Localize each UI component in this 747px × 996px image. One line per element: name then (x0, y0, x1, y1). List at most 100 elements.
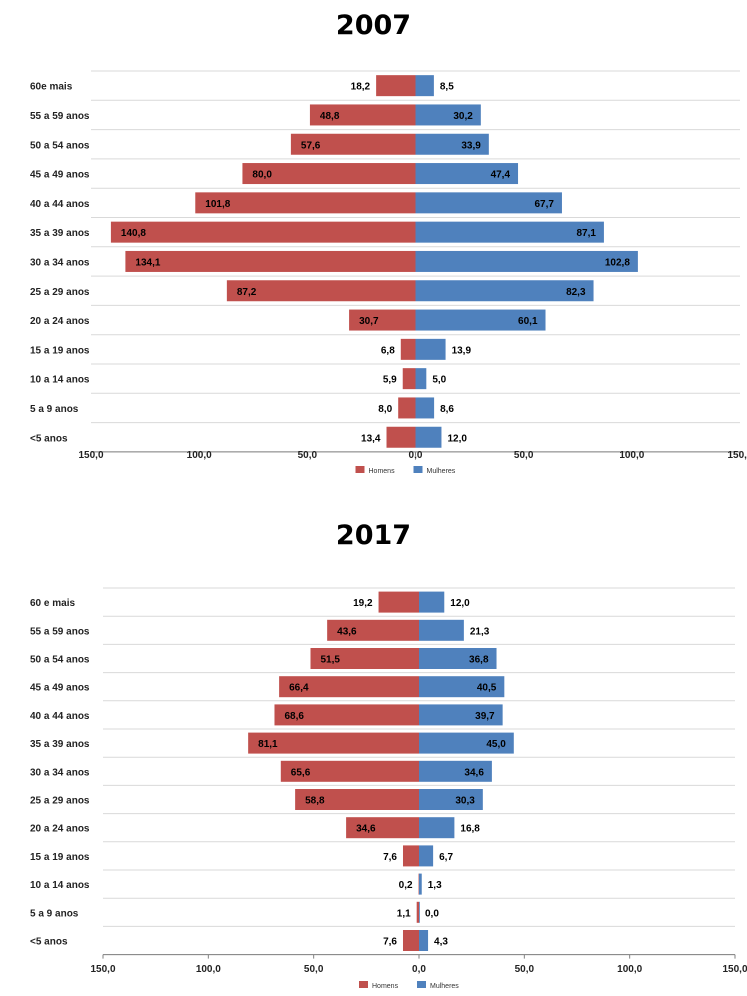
legend-swatch (417, 981, 426, 988)
data-label-homens: 66,4 (289, 683, 309, 694)
x-tick-label: 150,0 (90, 964, 115, 975)
data-label-homens: 140,8 (121, 228, 146, 239)
data-label-homens: 0,2 (399, 880, 413, 891)
bar-mulheres (419, 901, 420, 923)
category-label: 40 a 44 anos (30, 199, 90, 210)
bar-mulheres (419, 591, 445, 613)
data-label-homens: 34,6 (356, 824, 376, 835)
data-label-homens: 6,8 (381, 345, 395, 356)
bar-homens (309, 104, 416, 126)
bar-homens (402, 845, 419, 867)
x-tick-label: 50,0 (515, 964, 535, 975)
category-label: 40 a 44 anos (30, 711, 90, 722)
legend-swatch (413, 466, 423, 473)
data-label-mulheres: 67,7 (534, 199, 554, 210)
bar-mulheres (419, 676, 505, 698)
data-label-mulheres: 33,9 (461, 140, 481, 151)
data-label-homens: 58,8 (305, 796, 325, 807)
category-label: 50 a 54 anos (30, 655, 90, 666)
data-label-mulheres: 8,6 (440, 404, 454, 415)
x-tick-label: 100,0 (187, 450, 212, 461)
data-label-homens: 19,2 (353, 598, 373, 609)
bar-homens (386, 426, 416, 448)
category-label: 60 e mais (30, 598, 75, 609)
bar-homens (400, 338, 416, 360)
category-label: 5 a 9 anos (30, 404, 79, 415)
bar-homens (226, 280, 416, 302)
bar-mulheres (415, 192, 562, 214)
chart-title-2007: 2007 (335, 10, 412, 41)
category-label: 45 a 49 anos (30, 170, 90, 181)
bar-mulheres (415, 368, 427, 390)
data-label-homens: 48,8 (320, 111, 340, 122)
category-label: <5 anos (30, 937, 68, 948)
bar-homens (290, 133, 416, 155)
bar-mulheres (415, 75, 434, 97)
bar-homens (310, 648, 419, 669)
population-pyramid-2017: 60 e mais 19,2 12,0 55 a 59 anos 43,6 21,3 50 … (30, 587, 747, 990)
data-label-homens: 8,0 (378, 404, 392, 415)
bar-homens (295, 789, 419, 810)
bar-homens (248, 732, 419, 754)
data-label-homens: 43,6 (337, 626, 357, 637)
bar-homens (402, 368, 416, 390)
bar-homens (416, 901, 419, 923)
bar-mulheres (415, 309, 546, 331)
data-label-mulheres: 45,0 (486, 739, 506, 750)
bar-homens (376, 75, 416, 97)
category-label: 55 a 59 anos (30, 111, 90, 122)
data-label-mulheres: 102,8 (605, 257, 630, 268)
category-label: 30 a 34 anos (30, 767, 90, 778)
bar-mulheres (415, 163, 519, 185)
chart-title-2017: 2017 (335, 520, 412, 551)
bar-mulheres (415, 426, 442, 448)
bar-mulheres (415, 250, 638, 272)
data-label-mulheres: 47,4 (491, 170, 511, 181)
data-label-homens: 7,6 (383, 937, 397, 948)
bar-mulheres (415, 133, 489, 155)
x-tick-label: 150,0 (727, 450, 747, 461)
category-label: 20 a 24 anos (30, 316, 90, 327)
data-label-homens: 68,6 (284, 711, 304, 722)
category-label: <5 anos (30, 433, 68, 444)
data-label-homens: 87,2 (237, 287, 257, 298)
x-tick-label: 100,0 (617, 964, 642, 975)
bar-mulheres (419, 873, 422, 895)
data-label-homens: 57,6 (301, 140, 321, 151)
category-label: 5 a 9 anos (30, 908, 79, 919)
category-label: 25 a 29 anos (30, 287, 90, 298)
category-label: 25 a 29 anos (30, 796, 90, 807)
x-tick-label: 50,0 (514, 450, 534, 461)
x-tick-label: 100,0 (196, 964, 221, 975)
data-label-mulheres: 60,1 (518, 316, 538, 327)
data-label-mulheres: 21,3 (470, 626, 490, 637)
legend-swatch (355, 466, 365, 473)
bar-homens (378, 591, 419, 613)
data-label-mulheres: 13,9 (452, 345, 472, 356)
category-label: 15 a 19 anos (30, 852, 90, 863)
legend-label: Mulheres (430, 983, 459, 990)
bar-homens (398, 397, 416, 419)
data-label-homens: 80,0 (252, 170, 272, 181)
data-label-mulheres: 16,8 (460, 824, 480, 835)
category-label: 10 a 14 anos (30, 880, 90, 891)
bar-homens (242, 163, 416, 185)
category-label: 35 a 39 anos (30, 739, 90, 750)
bar-mulheres (419, 789, 483, 810)
data-label-mulheres: 4,3 (434, 937, 448, 948)
population-pyramid-2007: 60e mais 18,2 8,5 55 a 59 anos 48,8 30,2 50 a … (30, 70, 747, 475)
data-label-homens: 51,5 (321, 655, 341, 666)
legend-label: Homens (372, 983, 399, 990)
bar-mulheres (419, 732, 514, 754)
x-tick-label: 50,0 (304, 964, 324, 975)
data-label-mulheres: 82,3 (566, 287, 586, 298)
category-label: 10 a 14 anos (30, 375, 90, 386)
bar-mulheres (419, 704, 503, 726)
data-label-homens: 30,7 (359, 316, 379, 327)
data-label-homens: 18,2 (351, 82, 371, 93)
data-label-homens: 65,6 (291, 767, 311, 778)
bar-homens (280, 760, 419, 782)
data-label-homens: 1,1 (397, 908, 411, 919)
data-label-mulheres: 12,0 (447, 433, 467, 444)
data-label-mulheres: 30,2 (453, 111, 473, 122)
